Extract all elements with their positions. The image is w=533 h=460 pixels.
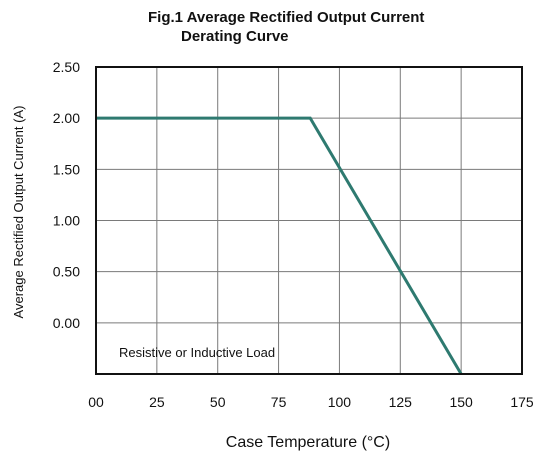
x-tick-label: 25 — [149, 394, 165, 410]
y-tick-label: 0.50 — [53, 264, 80, 280]
x-tick-label: 150 — [449, 394, 473, 410]
x-tick-label: 00 — [88, 394, 104, 410]
tick-layer: 00 25 50 75 100 125 150 175 2.50 2.00 1.50 1.00 0.50… — [53, 59, 533, 410]
y-tick-label: 2.50 — [53, 59, 80, 75]
x-tick-label: 125 — [389, 394, 413, 410]
y-tick-label: 2.00 — [53, 110, 80, 126]
y-tick-label: 0.00 — [53, 315, 80, 331]
x-tick-label: 75 — [271, 394, 287, 410]
x-tick-label: 100 — [328, 394, 352, 410]
load-annotation: Resistive or Inductive Load — [119, 345, 275, 360]
x-tick-label: 50 — [210, 394, 226, 410]
y-axis-label: Average Rectified Output Current (A) — [11, 106, 26, 319]
chart-title-line2: Derating Curve — [181, 28, 289, 45]
plot-frame — [95, 66, 523, 375]
y-tick-label: 1.00 — [53, 213, 80, 229]
grid-layer — [96, 67, 522, 374]
x-tick-label: 175 — [510, 394, 533, 410]
chart-title-line1: Fig.1 Average Rectified Output Current — [148, 9, 424, 26]
derating-curve — [96, 116, 463, 375]
series-layer — [96, 116, 463, 375]
x-axis-label: Case Temperature (°C) — [226, 434, 390, 451]
y-tick-label: 1.50 — [53, 161, 80, 177]
